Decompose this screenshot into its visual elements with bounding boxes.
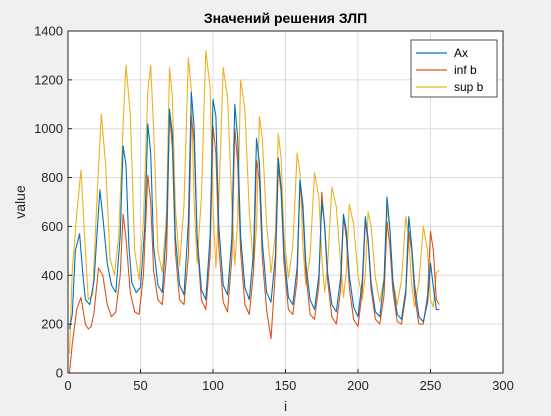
legend-label-sup-b: sup b — [454, 80, 484, 94]
y-tick-label: 1200 — [34, 72, 63, 87]
y-tick-label: 800 — [41, 170, 63, 185]
y-tick-label: 200 — [41, 317, 63, 332]
x-tick-label: 50 — [133, 378, 147, 393]
series-line-ax — [68, 91, 440, 330]
y-tick-label: 0 — [56, 366, 63, 381]
y-axis-label: value — [12, 185, 28, 219]
x-tick-label: 200 — [347, 378, 369, 393]
x-tick-label: 100 — [202, 378, 224, 393]
y-tick-label: 600 — [41, 219, 63, 234]
data-series — [68, 49, 440, 374]
x-tick-label: 0 — [64, 378, 71, 393]
legend-label-ax: Ax — [454, 46, 468, 60]
legend-label-inf-b: inf b — [454, 63, 477, 77]
legend: Ax inf b sup b — [410, 39, 498, 98]
series-line-sup-b — [68, 49, 440, 354]
y-tick-label: 400 — [41, 268, 63, 283]
chart-title: Значений решения ЗЛП — [204, 10, 367, 26]
x-tick-label: 250 — [420, 378, 442, 393]
x-axis-label: i — [284, 398, 287, 414]
x-tick-label: 300 — [492, 378, 514, 393]
y-tick-label: 1000 — [34, 121, 63, 136]
axis-ticks: 0 50 100 150 200 250 300 0 200 400 600 800 1000 1200 1… — [34, 24, 514, 394]
series-line-inf-b — [68, 113, 440, 374]
y-tick-label: 1400 — [34, 24, 63, 39]
x-tick-label: 150 — [275, 378, 297, 393]
